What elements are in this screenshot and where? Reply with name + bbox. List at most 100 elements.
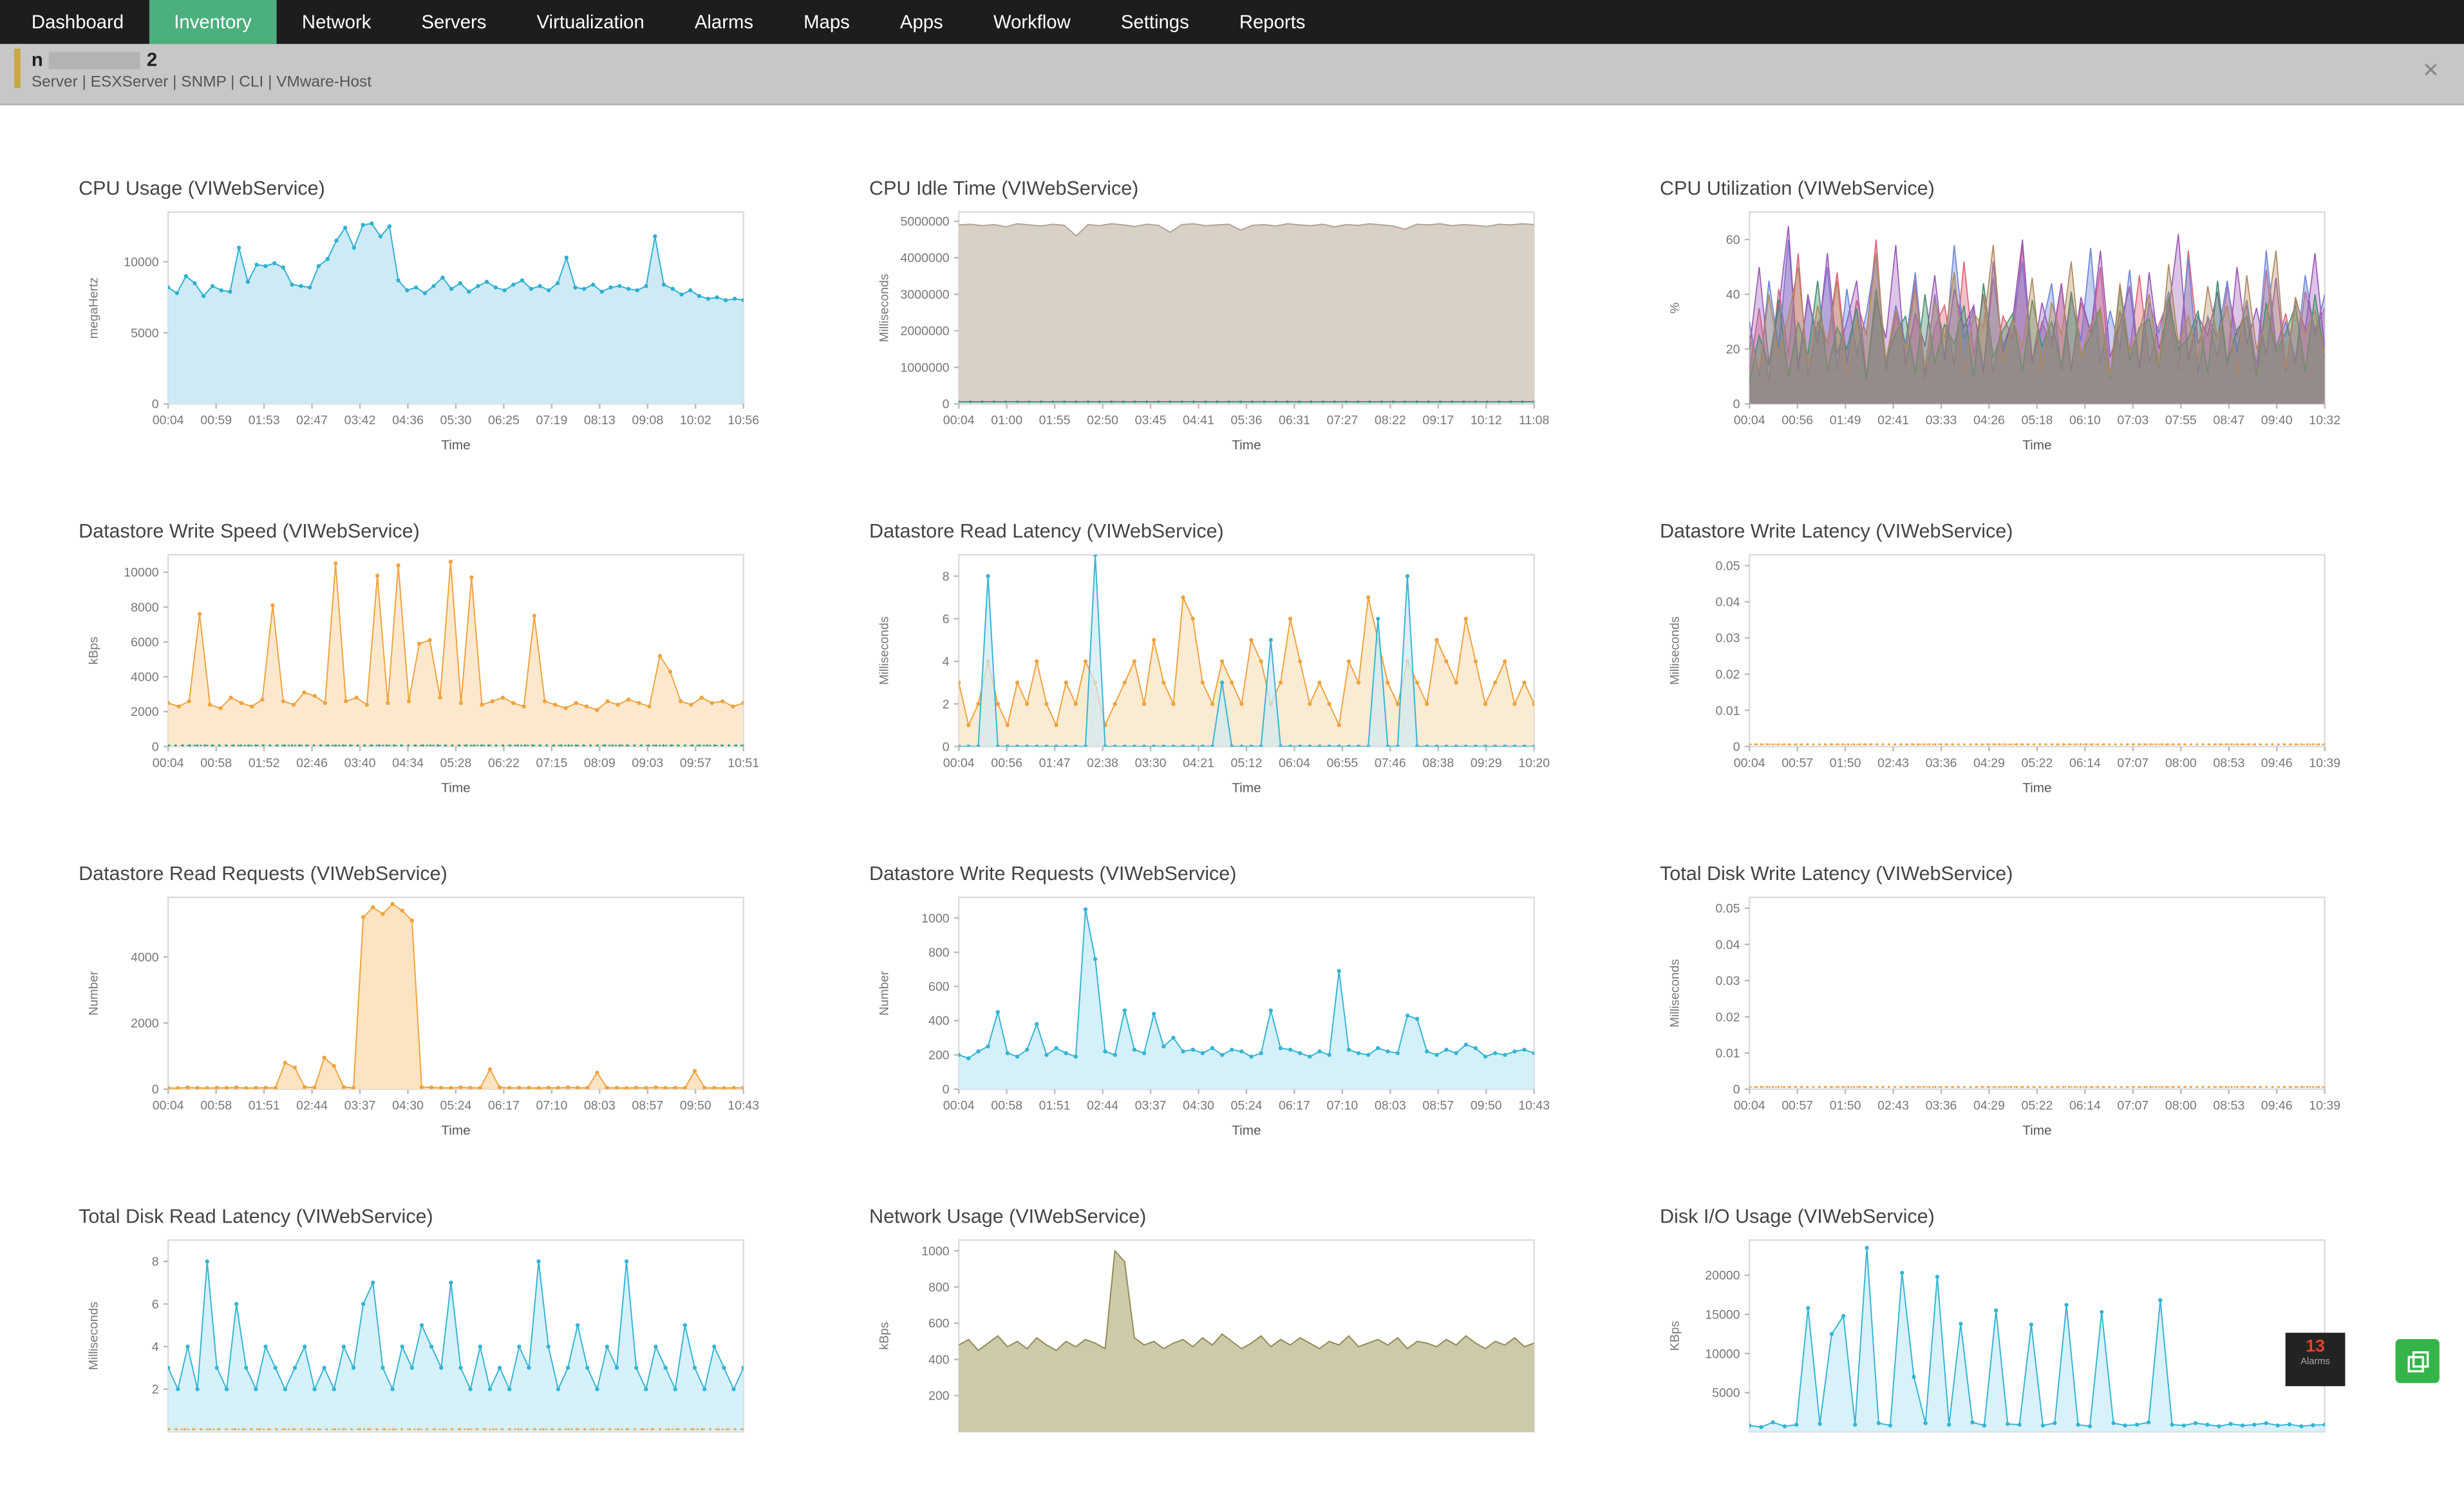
svg-text:06:04: 06:04: [1279, 756, 1310, 770]
alarm-count: 13: [2306, 1337, 2325, 1356]
svg-text:08:57: 08:57: [632, 1099, 663, 1113]
svg-text:02:43: 02:43: [1877, 756, 1909, 770]
svg-text:6: 6: [943, 612, 950, 626]
nav-alarms[interactable]: Alarms: [694, 11, 754, 33]
device-title: n 2: [0, 44, 2464, 71]
svg-text:03:37: 03:37: [1135, 1099, 1167, 1113]
svg-text:00:58: 00:58: [200, 756, 232, 770]
svg-text:10:43: 10:43: [728, 1099, 759, 1113]
svg-text:8: 8: [943, 570, 950, 584]
svg-text:03:36: 03:36: [1926, 1099, 1957, 1113]
svg-text:00:56: 00:56: [1782, 413, 1813, 427]
nav-maps[interactable]: Maps: [804, 11, 850, 33]
svg-text:0: 0: [152, 740, 159, 754]
svg-text:07:07: 07:07: [2117, 756, 2149, 770]
device-title-suffix: 2: [146, 48, 158, 71]
svg-text:05:30: 05:30: [440, 413, 472, 427]
svg-text:08:22: 08:22: [1375, 413, 1406, 427]
svg-text:02:50: 02:50: [1087, 413, 1118, 427]
svg-text:01:50: 01:50: [1830, 1099, 1861, 1113]
svg-text:03:33: 03:33: [1926, 413, 1957, 427]
nav-apps[interactable]: Apps: [899, 11, 943, 33]
svg-text:Number: Number: [86, 971, 100, 1016]
svg-text:02:47: 02:47: [296, 413, 328, 427]
svg-text:kBps: kBps: [877, 1322, 891, 1350]
svg-text:09:50: 09:50: [680, 1099, 711, 1113]
svg-text:10000: 10000: [124, 256, 158, 270]
svg-text:10:43: 10:43: [1518, 1099, 1550, 1113]
close-icon[interactable]: ✕: [2422, 58, 2440, 82]
nav-workflow[interactable]: Workflow: [993, 11, 1071, 33]
chart-card: Datastore Read Requests (VIWebService) 0 2…: [79, 863, 806, 1167]
svg-text:5000000: 5000000: [901, 215, 950, 229]
svg-text:00:04: 00:04: [1734, 756, 1765, 770]
svg-text:01:51: 01:51: [1039, 1099, 1071, 1113]
nav-network[interactable]: Network: [301, 11, 371, 33]
svg-text:0: 0: [1733, 1083, 1740, 1097]
svg-text:Number: Number: [877, 971, 891, 1016]
svg-text:Milliseconds: Milliseconds: [86, 1302, 100, 1371]
chart-canvas: 5000 10000 15000 20000 KBps: [1668, 1239, 2326, 1433]
svg-text:5000: 5000: [1712, 1386, 1740, 1400]
nav-virtualization[interactable]: Virtualization: [536, 11, 644, 33]
svg-text:00:58: 00:58: [991, 1099, 1022, 1113]
svg-text:00:04: 00:04: [943, 1099, 975, 1113]
widget-button[interactable]: [2395, 1338, 2440, 1383]
chart-card: Total Disk Write Latency (VIWebService) 0…: [1660, 863, 2387, 1167]
svg-text:0: 0: [943, 397, 950, 411]
svg-text:10:51: 10:51: [728, 756, 759, 770]
svg-text:09:08: 09:08: [632, 413, 663, 427]
svg-text:06:14: 06:14: [2069, 1099, 2101, 1113]
svg-text:05:24: 05:24: [1231, 1099, 1263, 1113]
svg-text:09:03: 09:03: [632, 756, 663, 770]
svg-text:0.04: 0.04: [1716, 938, 1740, 952]
svg-text:00:04: 00:04: [943, 756, 975, 770]
svg-text:05:36: 05:36: [1231, 413, 1263, 427]
nav-settings[interactable]: Settings: [1120, 11, 1189, 33]
nav-servers[interactable]: Servers: [421, 11, 487, 33]
svg-text:09:57: 09:57: [680, 756, 711, 770]
chart-title: Total Disk Read Latency (VIWebService): [79, 1205, 433, 1228]
svg-text:03:36: 03:36: [1926, 756, 1957, 770]
svg-text:KBps: KBps: [1668, 1321, 1682, 1351]
svg-text:0.05: 0.05: [1716, 902, 1740, 916]
svg-text:04:26: 04:26: [1973, 413, 2005, 427]
svg-text:01:52: 01:52: [249, 756, 280, 770]
svg-text:kBps: kBps: [86, 637, 100, 665]
chart-title: Datastore Read Requests (VIWebService): [79, 863, 447, 885]
chart-title: Total Disk Write Latency (VIWebService): [1660, 863, 2013, 885]
svg-text:8: 8: [152, 1255, 159, 1269]
chart-title: Datastore Write Requests (VIWebService): [869, 863, 1237, 885]
svg-text:2: 2: [943, 697, 950, 711]
svg-text:1000: 1000: [921, 912, 950, 926]
svg-text:0: 0: [943, 740, 950, 754]
alarm-badge[interactable]: 13 Alarms: [2285, 1333, 2346, 1387]
nav-reports[interactable]: Reports: [1239, 11, 1306, 33]
svg-text:00:04: 00:04: [153, 1099, 184, 1113]
svg-text:0.02: 0.02: [1716, 1010, 1740, 1024]
svg-text:01:49: 01:49: [1830, 413, 1861, 427]
svg-text:08:47: 08:47: [2213, 413, 2244, 427]
svg-text:00:04: 00:04: [1734, 1099, 1765, 1113]
svg-text:00:04: 00:04: [153, 413, 184, 427]
svg-text:05:22: 05:22: [2022, 756, 2053, 770]
svg-text:09:46: 09:46: [2261, 756, 2293, 770]
svg-text:4: 4: [943, 655, 950, 669]
svg-text:03:30: 03:30: [1135, 756, 1167, 770]
svg-text:Time: Time: [2022, 780, 2051, 795]
top-nav: Dashboard Inventory Network Servers Virt…: [0, 0, 2464, 44]
svg-text:400: 400: [928, 1353, 950, 1367]
svg-text:07:55: 07:55: [2165, 413, 2197, 427]
svg-text:08:00: 08:00: [2165, 756, 2197, 770]
nav-inventory[interactable]: Inventory: [149, 0, 277, 44]
svg-text:00:04: 00:04: [943, 413, 975, 427]
svg-text:600: 600: [928, 980, 950, 994]
svg-text:400: 400: [928, 1014, 950, 1028]
chart-card: CPU Idle Time (VIWebService) 0 1000000 2000…: [869, 178, 1597, 481]
svg-text:4: 4: [152, 1340, 159, 1354]
svg-text:05:24: 05:24: [440, 1099, 472, 1113]
chart-title: CPU Utilization (VIWebService): [1660, 177, 1935, 200]
nav-dashboard[interactable]: Dashboard: [31, 11, 124, 33]
svg-text:4000: 4000: [131, 950, 159, 964]
svg-text:05:12: 05:12: [1231, 756, 1263, 770]
